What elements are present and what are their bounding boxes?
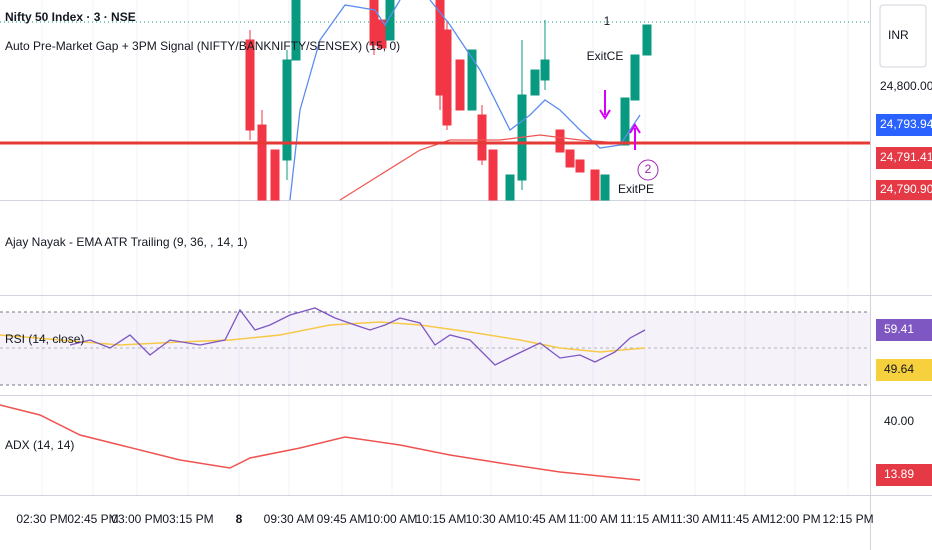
adx-value-tag [876, 464, 932, 486]
time-label: 11:15 AM [620, 512, 670, 526]
rsi-ma-line [0, 321, 646, 353]
line-price-tag [876, 147, 932, 169]
time-label: 11:45 AM [720, 512, 770, 526]
time-label: 09:45 AM [317, 512, 368, 526]
time-label: 10:15 AM [416, 512, 467, 526]
pe-arrow [629, 123, 641, 150]
candles [245, 0, 652, 201]
rsi-line [69, 307, 646, 366]
time-label: 10:00 AM [367, 512, 418, 526]
rsi-levels [0, 311, 870, 386]
rsi-ma-tag [876, 359, 932, 381]
exit-pe: ExitPE [618, 182, 654, 196]
ema-line [289, 0, 641, 201]
time-label: 03:15 PM [162, 512, 213, 526]
time-label: 12:15 PM [822, 512, 873, 526]
time-label: 11:30 AM [670, 512, 720, 526]
adx-title[interactable]: ADX (14, 14) [5, 438, 74, 452]
time-label: 02:30 PM [16, 512, 67, 526]
ema-slow-line [339, 134, 621, 201]
time-label: 03:00 PM [111, 512, 162, 526]
adx-level: 40.00 [884, 414, 914, 428]
rsi-value: 59.41 [884, 322, 914, 336]
low-price: 24,790.90 [880, 182, 932, 196]
exit-ce: ExitCE [587, 49, 624, 63]
currency[interactable]: INR [888, 28, 909, 42]
rsi-title[interactable]: RSI (14, close) [5, 332, 84, 346]
ce-arrow [599, 90, 611, 120]
time-label: 8 [236, 512, 243, 526]
adx-line [0, 404, 641, 481]
signal-circle [637, 159, 659, 181]
signal-count: 1 [604, 14, 611, 28]
adx-value: 13.89 [884, 467, 914, 481]
time-label: 10:30 AM [466, 512, 517, 526]
time-label: 12:00 PM [769, 512, 820, 526]
indicator-title[interactable]: Auto Pre-Market Gap + 3PM Signal (NIFTY/… [5, 39, 400, 53]
circle-count: 2 [645, 162, 652, 176]
last-price: 24,793.94 [880, 117, 932, 131]
price-level: 24,800.00 [880, 79, 932, 93]
line-price: 24,791.41 [880, 150, 932, 164]
ema-atr-title[interactable]: Ajay Nayak - EMA ATR Trailing (9, 36, , … [5, 235, 248, 249]
rsi-value-tag [876, 319, 932, 341]
time-label: 10:45 AM [516, 512, 567, 526]
rsi-ma-value: 49.64 [884, 362, 914, 376]
time-label: 11:00 AM [568, 512, 618, 526]
time-label: 02:45 PM [67, 512, 118, 526]
last-price-tag [876, 114, 932, 136]
currency-box[interactable] [879, 4, 927, 68]
time-label: 09:30 AM [264, 512, 315, 526]
symbol-title[interactable]: Nifty 50 Index · 3 · NSE [5, 10, 136, 24]
low-price-tag [876, 180, 932, 200]
